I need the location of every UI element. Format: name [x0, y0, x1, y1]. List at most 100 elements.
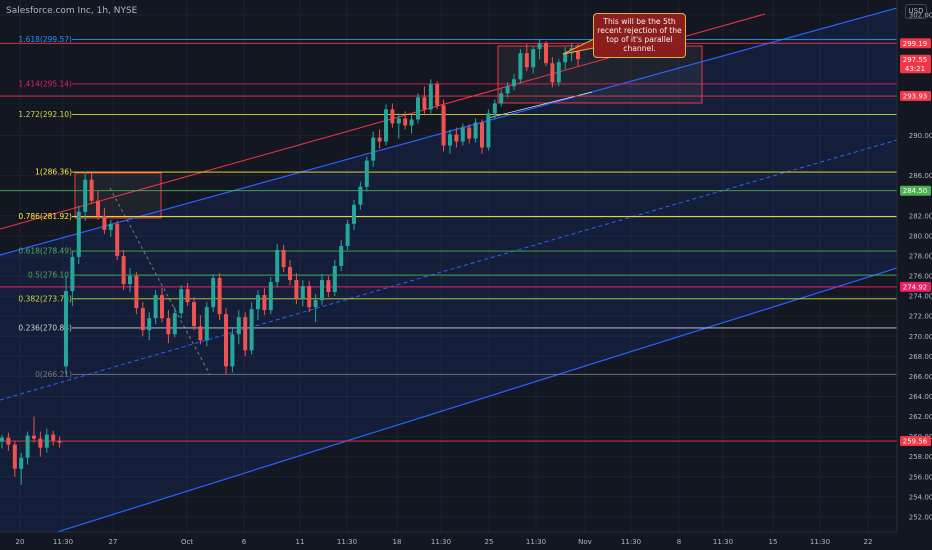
candle — [108, 219, 113, 237]
candle-body — [172, 313, 177, 335]
candle — [172, 307, 177, 338]
x-tick-label: 11 — [296, 538, 305, 546]
candle-body — [96, 200, 100, 216]
candle-body — [12, 444, 17, 469]
candle — [537, 39, 542, 60]
candle — [371, 131, 376, 167]
y-tick-label: 274.00 — [909, 293, 932, 301]
price-tag-label: 259.56 — [903, 438, 928, 446]
candle-body — [38, 438, 43, 448]
candle — [377, 129, 382, 149]
candle — [243, 312, 248, 357]
candle-body — [57, 440, 62, 443]
candle — [281, 244, 286, 273]
candle-body — [230, 334, 235, 367]
candle-body — [409, 119, 414, 126]
candle — [416, 93, 420, 124]
candle — [19, 452, 24, 485]
candle — [32, 416, 36, 443]
candle-body — [256, 295, 260, 310]
candle-body — [198, 326, 203, 341]
x-tick-label: 25 — [485, 538, 494, 546]
price-tag-label: 274.92 — [903, 283, 928, 291]
candle-body — [358, 186, 363, 205]
fib-level-label: 0(266.21) — [35, 370, 72, 379]
y-tick-label: 270.00 — [909, 333, 932, 341]
candle-body — [556, 62, 561, 83]
candle — [192, 297, 196, 331]
candle — [505, 82, 510, 98]
candle-body — [326, 280, 331, 293]
channel-median-dashed — [0, 139, 898, 401]
candle-body — [416, 97, 420, 120]
candle — [467, 124, 472, 144]
currency-badge[interactable]: USD — [905, 4, 927, 19]
candle — [473, 118, 478, 143]
candle-body — [140, 308, 145, 331]
x-tick-label: 15 — [769, 538, 778, 546]
price-tag-label: 297.55 — [903, 56, 928, 64]
candle — [307, 281, 312, 313]
candle-body — [486, 113, 491, 148]
candle-body — [44, 434, 49, 448]
y-tick-label: 290.00 — [909, 132, 932, 140]
candle — [224, 308, 228, 375]
price-tag-label: 43:21 — [905, 65, 925, 73]
candle-body — [102, 215, 107, 230]
candle-body — [19, 457, 24, 469]
candle — [518, 49, 523, 84]
candle — [428, 79, 433, 114]
candle-body — [448, 134, 452, 146]
candle-body — [332, 266, 337, 293]
candle-body — [121, 255, 126, 285]
candle — [403, 111, 408, 130]
fib-level-label: 0.786(281.92) — [18, 212, 72, 221]
candle-body — [518, 53, 523, 80]
candle — [262, 288, 267, 316]
candle — [211, 274, 216, 313]
y-tick-label: 278.00 — [909, 252, 932, 260]
candle — [115, 220, 120, 260]
x-tick-label: 11:30 — [53, 538, 73, 546]
candle — [160, 288, 164, 323]
candle-body — [531, 49, 536, 68]
candle — [96, 190, 100, 220]
candle — [384, 104, 388, 146]
candle — [256, 290, 260, 321]
candle-body — [428, 84, 433, 110]
x-tick-label: 27 — [109, 538, 118, 546]
candle-body — [371, 137, 376, 161]
x-tick-label: 11:30 — [621, 538, 641, 546]
channel-fill — [0, 8, 897, 550]
price-tag — [900, 91, 931, 102]
candle — [390, 103, 395, 128]
candle-body — [192, 302, 196, 327]
candle — [550, 57, 555, 88]
candle-body — [320, 280, 324, 301]
candle — [396, 113, 401, 139]
candle-body — [268, 282, 273, 311]
candle — [83, 171, 88, 221]
symbol-title[interactable]: Salesforce.com Inc, 1h, NYSE — [6, 6, 138, 16]
candle — [294, 273, 299, 305]
candle-body — [134, 276, 139, 309]
candle-body — [364, 160, 369, 187]
candle — [480, 119, 484, 154]
candle — [6, 432, 11, 451]
candle-body — [345, 223, 350, 246]
y-tick-label: 286.00 — [909, 172, 932, 180]
candle — [454, 127, 459, 148]
candle — [185, 283, 190, 307]
candle — [300, 280, 305, 307]
candle — [512, 74, 516, 91]
y-tick-label: 264.00 — [909, 393, 932, 401]
annotation-callout[interactable]: This will be the 5th recent rejection of… — [593, 13, 686, 58]
fib-level-label: 1.618(299.57) — [18, 35, 72, 44]
fib-level-label: 0.5(276.10) — [28, 271, 72, 280]
candle-body — [89, 179, 94, 201]
candle — [204, 302, 209, 347]
fib-level-label: 1(286.36) — [35, 168, 72, 177]
y-tick-label: 302.00 — [909, 12, 932, 20]
fib-level-label: 1.272(292.10) — [18, 110, 72, 119]
